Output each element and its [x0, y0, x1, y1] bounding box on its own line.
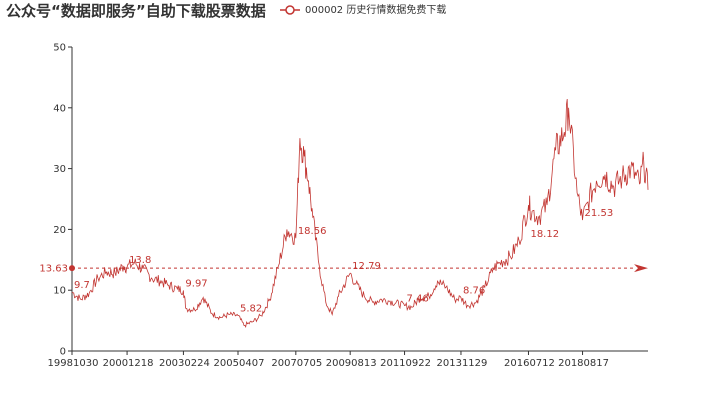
average-line-start-point [69, 265, 75, 272]
series-layer [71, 98, 649, 328]
x-tick-label: 20050407 [214, 358, 265, 369]
legend-label: 000002 历史行情数据免费下载 [305, 3, 446, 16]
x-tick-label: 20131129 [437, 358, 488, 369]
y-tick-label: 0 [60, 347, 66, 358]
series-line [71, 98, 649, 328]
data-label: 18.12 [530, 229, 559, 240]
x-tick-label: 20090813 [326, 358, 377, 369]
data-label: 7.46 [407, 294, 429, 305]
data-label: 18.56 [298, 226, 327, 237]
y-tick-label: 30 [53, 164, 66, 175]
y-tick-label: 40 [53, 103, 66, 114]
data-label: 21.53 [585, 208, 614, 219]
x-tick-label: 20030224 [159, 358, 210, 369]
axes: 0 10 20 30 40 50 19981030 20001218 20030224 20050… [48, 43, 648, 369]
y-tick-label: 20 [53, 225, 66, 236]
data-label: 9.97 [185, 278, 207, 289]
average-line-layer: 13.63 [39, 264, 648, 275]
x-tick-label: 20110922 [380, 358, 431, 369]
average-line-label: 13.63 [39, 264, 68, 275]
x-tick-label: 20070705 [271, 358, 322, 369]
legend[interactable]: 000002 历史行情数据免费下载 [280, 3, 446, 16]
y-tick-label: 10 [53, 286, 66, 297]
data-labels-layer: 9.7 13.8 9.97 5.82 18.56 12.79 7.46 8.76 18.12 21… [74, 208, 613, 315]
data-label: 5.82 [240, 304, 262, 315]
data-label: 12.79 [352, 261, 381, 272]
data-label: 8.76 [463, 286, 485, 297]
x-tick-label: 20001218 [103, 358, 154, 369]
x-tick-label: 19981030 [48, 358, 99, 369]
average-line-arrow-icon [634, 264, 648, 273]
legend-circle-icon [285, 5, 295, 15]
y-tick-label: 50 [53, 43, 66, 54]
chart-title: 公众号“数据即服务”自助下载股票数据 [6, 2, 266, 20]
x-tick-label: 20160712 [504, 358, 555, 369]
data-label: 13.8 [129, 255, 151, 266]
data-label: 9.7 [74, 280, 90, 291]
x-tick-label: 20180817 [558, 358, 609, 369]
